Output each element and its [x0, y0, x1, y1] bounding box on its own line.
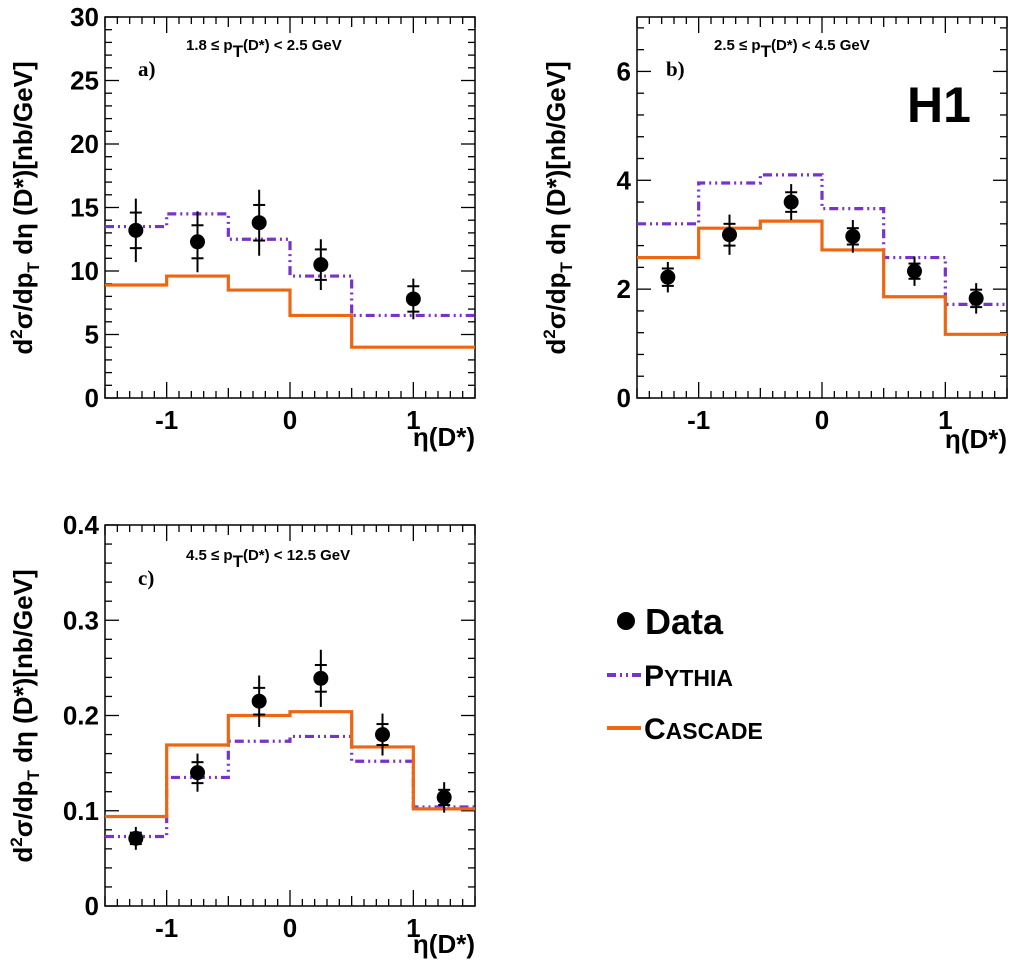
data-point [375, 727, 390, 743]
y-tick-label: 0 [85, 891, 99, 921]
y-tick-label: 0.4 [63, 510, 100, 540]
data-point [722, 227, 737, 243]
pt-range-label: 4.5 ≤ pT(D*) < 12.5 GeV [186, 547, 350, 571]
data-point [968, 290, 984, 306]
y-tick-label: 15 [70, 193, 99, 223]
legend-data-marker [617, 612, 635, 630]
x-tick-label: -1 [155, 405, 178, 435]
legend-cascade-label: CASCADE [644, 713, 763, 746]
y-tick-label: 5 [85, 320, 99, 350]
pythia-histogram [637, 173, 1007, 306]
data-point [190, 765, 205, 781]
y-tick-label: 0.3 [63, 605, 99, 635]
data-point [251, 215, 267, 231]
y-tick-label: 2 [617, 274, 631, 304]
y-tick-label: 20 [70, 129, 99, 159]
x-tick-label: 1 [938, 405, 952, 435]
y-tick-label: 30 [70, 2, 99, 32]
legend-pythia-cap: P [644, 660, 664, 693]
cascade-histogram [637, 219, 1007, 336]
y-tick-label: 0 [617, 383, 631, 413]
panel-3: 0 0.1 0.2 0.3 0.4 -1 0 1η(D*) d2σ/dpT dη (D*)[nb… [7, 510, 476, 959]
x-tick-label: 0 [815, 405, 829, 435]
y-tick-label: 25 [70, 66, 99, 96]
y-axis-title: d2σ/dpT dη (D*)[nb/GeV] [7, 61, 43, 354]
legend-pythia-rest: YTHIA [664, 665, 733, 691]
pt-range-label: 1.8 ≤ pT(D*) < 2.5 GeV [186, 37, 342, 61]
data-point [313, 257, 329, 273]
x-axis-title: η(D*) [413, 929, 475, 959]
x-tick-label: -1 [687, 405, 710, 435]
y-tick-label: 6 [617, 56, 631, 86]
legend: Data PYTHIA CASCADE [607, 601, 763, 746]
x-axis-title: η(D*) [945, 424, 1007, 454]
y-tick-label: 0.1 [63, 796, 99, 826]
data-point [251, 693, 267, 709]
cascade-histogram [105, 710, 475, 819]
data-point [128, 222, 144, 238]
y-axis-title: d2σ/dpT dη (D*)[nb/GeV] [540, 61, 576, 354]
legend-cascade-rest: ASCADE [666, 718, 763, 744]
panel-letter: a) [138, 57, 156, 81]
x-tick-label: -1 [155, 913, 178, 943]
data-point [313, 670, 329, 686]
y-tick-label: 4 [617, 165, 632, 195]
legend-data-label: Data [645, 601, 724, 642]
y-tick-label: 0.2 [63, 701, 99, 731]
x-tick-label: 0 [283, 913, 297, 943]
data-point [660, 269, 676, 285]
data-point [405, 291, 421, 307]
pt-range-label: 2.5 ≤ pT(D*) < 4.5 GeV [714, 37, 870, 61]
data-point [190, 234, 205, 250]
panel-2: 0 2 4 6 -1 0 1η(D*) d2σ/dpT dη (D*)[nb/GeV] 2.5 … [540, 16, 1008, 454]
data-point [907, 263, 922, 279]
data-point [783, 194, 799, 210]
experiment-label: H1 [907, 77, 971, 133]
y-axis-title: d2σ/dpT dη (D*)[nb/GeV] [7, 569, 43, 862]
legend-cascade-cap: C [644, 713, 666, 746]
y-tick-label: 10 [70, 256, 99, 286]
panel-letter: c) [138, 566, 154, 590]
plot-frame [104, 16, 476, 399]
x-tick-label: 1 [406, 405, 420, 435]
pythia-histogram [105, 734, 475, 839]
plot-frame [636, 16, 1008, 399]
x-axis-title: η(D*) [413, 422, 475, 452]
y-tick-label: 0 [85, 383, 99, 413]
data-point [845, 228, 861, 244]
cascade-histogram [105, 274, 475, 349]
x-tick-label: 1 [406, 913, 420, 943]
x-tick-label: 0 [283, 405, 297, 435]
data-point [128, 830, 144, 846]
panel-1: 0 5 10 15 20 25 30 -1 0 1η(D*) d2σ/dpT dη (D*)[nb/… [7, 2, 476, 452]
legend-pythia-label: PYTHIA [644, 660, 733, 693]
data-point [436, 789, 452, 805]
panel-letter: b) [666, 57, 685, 81]
